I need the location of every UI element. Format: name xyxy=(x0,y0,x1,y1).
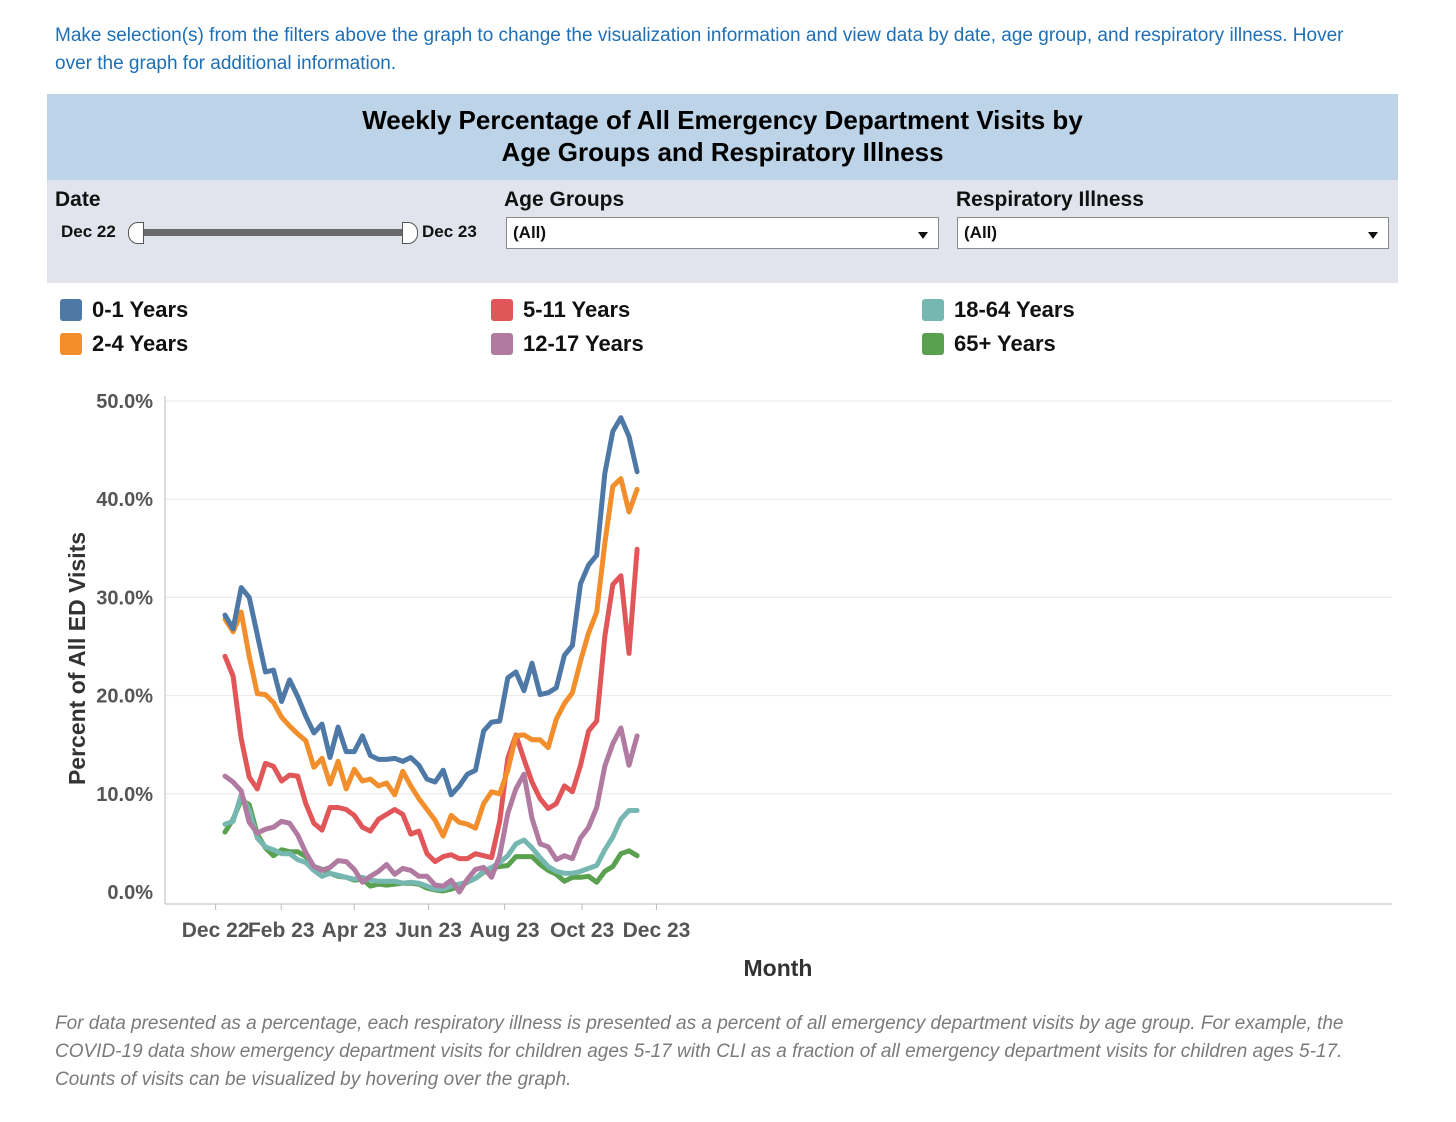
legend-item-65-plus-years[interactable]: 65+ Years xyxy=(922,329,1056,359)
legend-swatch xyxy=(922,333,944,355)
x-tick-label: Apr 23 xyxy=(322,919,387,942)
legend-label: 2-4 Years xyxy=(92,331,189,356)
legend-swatch xyxy=(922,299,944,321)
filter-panel: Date Dec 22 Dec 23 Age Groups (All) Resp… xyxy=(47,180,1398,283)
footnote-text: For data presented as a percentage, each… xyxy=(55,1013,1344,1090)
chart-title-line1: Weekly Percentage of All Emergency Depar… xyxy=(362,105,1083,135)
chart-title-line2: Age Groups and Respiratory Illness xyxy=(501,137,944,167)
age-groups-selected: (All) xyxy=(513,223,547,242)
series-line-2-4-years xyxy=(222,476,640,839)
legend-item-0-1-years[interactable]: 0-1 Years xyxy=(60,295,188,325)
legend-label: 0-1 Years xyxy=(92,297,189,322)
date-range-slider[interactable] xyxy=(135,229,405,236)
respiratory-illness-filter-label: Respiratory Illness xyxy=(956,188,1144,211)
legend-swatch xyxy=(60,299,82,321)
legend-label: 5-11 Years xyxy=(523,297,631,322)
legend-item-2-4-years[interactable]: 2-4 Years xyxy=(60,329,188,359)
legend-swatch xyxy=(60,333,82,355)
legend-item-5-11-years[interactable]: 5-11 Years xyxy=(491,295,630,325)
x-tick-label: Oct 23 xyxy=(550,919,614,942)
series-line-12-17-years xyxy=(222,725,640,895)
series-line-18-64-years xyxy=(222,792,640,892)
legend-item-12-17-years[interactable]: 12-17 Years xyxy=(491,329,644,359)
y-tick-label: 20.0% xyxy=(96,686,153,708)
x-tick-label: Jun 23 xyxy=(395,919,462,942)
date-range-end: Dec 23 xyxy=(422,222,477,241)
legend-swatch xyxy=(491,333,513,355)
date-slider-start-handle[interactable] xyxy=(128,222,144,244)
instructions-text: Make selection(s) from the filters above… xyxy=(55,25,1344,74)
x-tick-label: Dec 23 xyxy=(623,919,691,942)
x-tick-label: Dec 22 xyxy=(182,919,250,942)
legend-item-18-64-years[interactable]: 18-64 Years xyxy=(922,295,1075,325)
respiratory-illness-selected: (All) xyxy=(964,223,998,242)
series-line-0-1-years xyxy=(222,415,640,798)
y-tick-label: 30.0% xyxy=(96,587,153,609)
y-tick-label: 40.0% xyxy=(96,489,153,511)
date-slider-end-handle[interactable] xyxy=(402,222,418,244)
x-axis-title: Month xyxy=(744,955,813,981)
respiratory-illness-dropdown[interactable]: (All) xyxy=(957,217,1389,249)
date-filter-label: Date xyxy=(55,188,101,211)
legend-label: 18-64 Years xyxy=(954,297,1075,322)
age-groups-filter-label: Age Groups xyxy=(504,188,625,211)
series-line-5-11-years xyxy=(222,546,640,865)
y-tick-label: 10.0% xyxy=(96,784,153,806)
chart-title: Weekly Percentage of All Emergency Depar… xyxy=(47,104,1398,168)
x-tick-label: Feb 23 xyxy=(248,919,315,942)
y-axis-title: Percent of All ED Visits xyxy=(64,532,90,785)
chart-header: Weekly Percentage of All Emergency Depar… xyxy=(47,94,1398,180)
y-tick-label: 0.0% xyxy=(107,882,153,904)
date-range-start: Dec 22 xyxy=(61,222,116,241)
legend-label: 65+ Years xyxy=(954,331,1056,356)
age-groups-dropdown[interactable]: (All) xyxy=(506,217,939,249)
legend-swatch xyxy=(491,299,513,321)
dropdown-arrow-icon xyxy=(1368,232,1378,239)
x-tick-label: Aug 23 xyxy=(470,919,540,942)
dropdown-arrow-icon xyxy=(918,232,928,239)
y-tick-label: 50.0% xyxy=(96,391,153,413)
legend-label: 12-17 Years xyxy=(523,331,644,356)
